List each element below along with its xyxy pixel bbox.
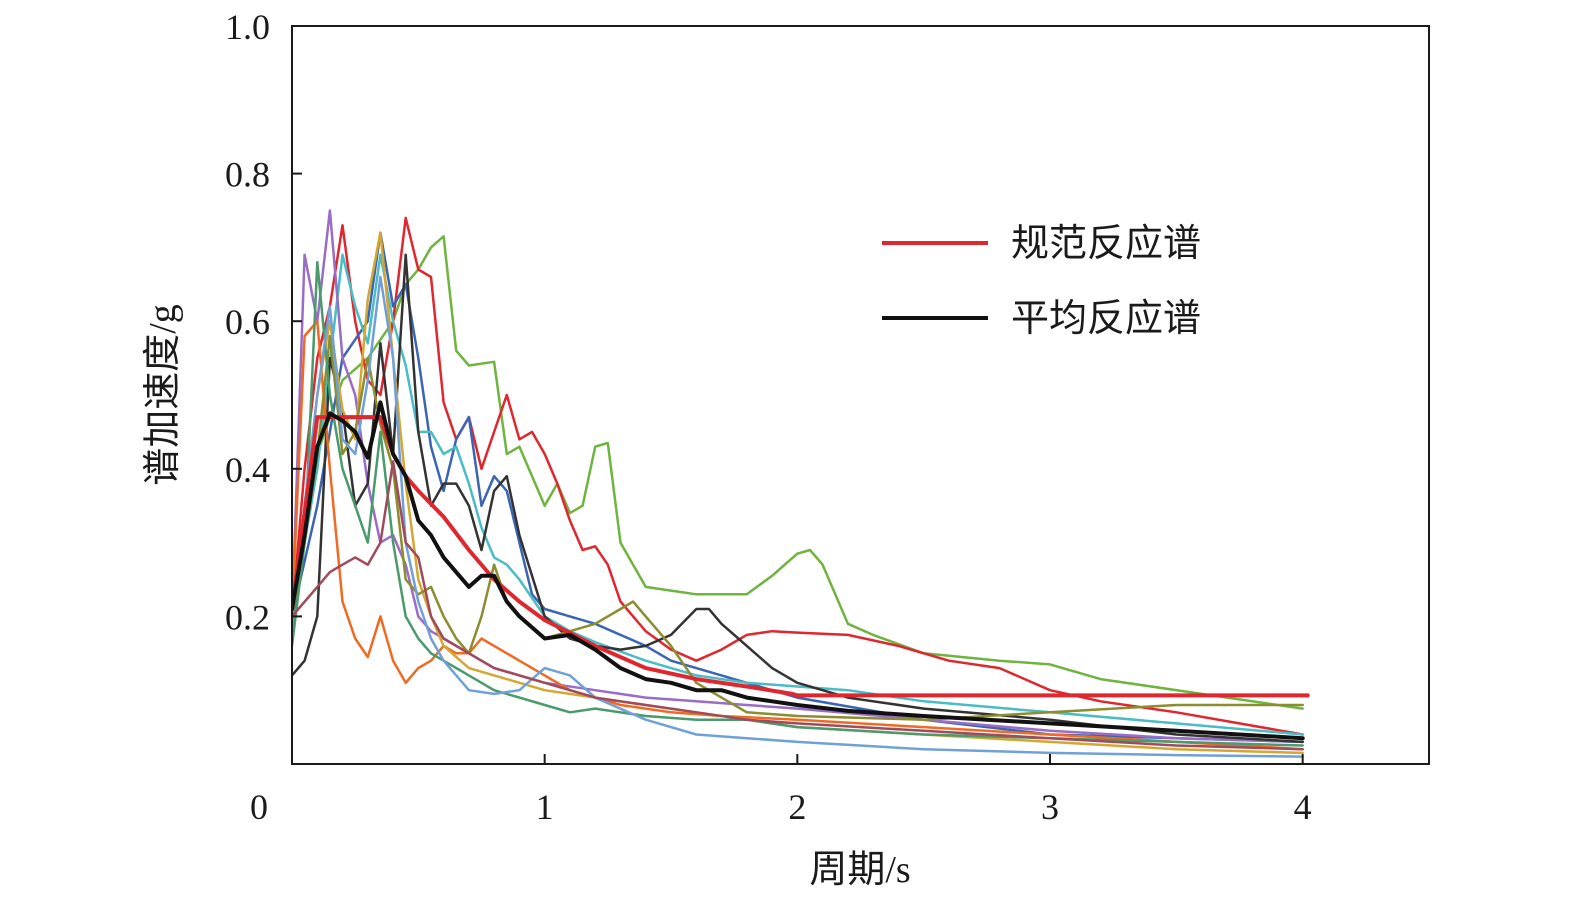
series-line-1 <box>292 400 1305 741</box>
ticks-layer: 0 1 2 3 4 0.2 0.4 0.6 0.8 1.0 <box>225 7 1312 827</box>
series-line-7 <box>292 253 1304 744</box>
y-tick-label: 0.6 <box>225 302 270 342</box>
series-line-12 <box>292 275 1304 758</box>
series-line-11 <box>292 260 1304 747</box>
y-axis-label: 谱加速度/g <box>142 304 184 486</box>
y-tick-label: 0.8 <box>225 155 270 195</box>
x-tick-label: 2 <box>788 787 806 827</box>
x-axis-label: 周期/s <box>809 849 910 891</box>
series-line-13 <box>292 460 1304 751</box>
x-tick-label: 1 <box>536 787 554 827</box>
legend-label: 平均反应谱 <box>1011 298 1201 340</box>
legend-label: 规范反应谱 <box>1011 223 1201 265</box>
y-tick-label: 0.4 <box>225 450 270 490</box>
series-line-8 <box>292 319 1304 751</box>
y-tick-label: 1.0 <box>225 7 270 47</box>
x-tick-label: 3 <box>1041 787 1059 827</box>
x-tick-label: 0 <box>250 787 268 827</box>
series-line-3 <box>292 216 1304 736</box>
x-tick-label: 4 <box>1294 787 1312 827</box>
plot-frame <box>291 25 1430 765</box>
series-layer <box>292 209 1310 758</box>
y-tick-label: 0.2 <box>225 597 270 637</box>
